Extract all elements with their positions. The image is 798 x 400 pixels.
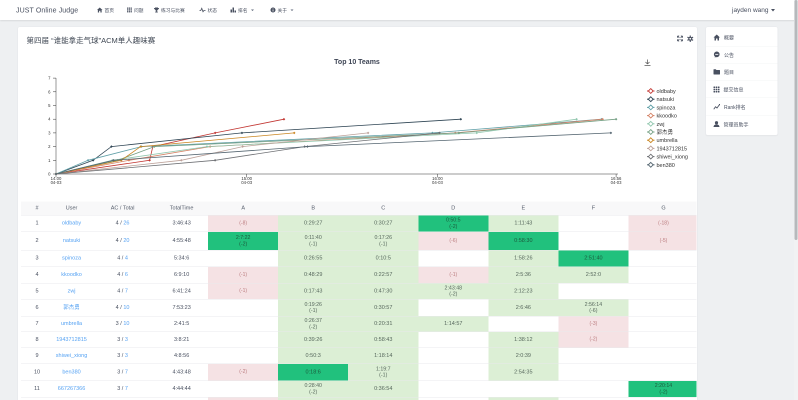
svg-text:6: 6	[48, 89, 51, 94]
svg-text:zwj: zwj	[657, 122, 665, 128]
svg-text:16:00: 16:00	[432, 176, 443, 181]
svg-text:spinoza: spinoza	[657, 105, 677, 111]
svg-text:7: 7	[48, 76, 51, 81]
svg-text:14:00: 14:00	[51, 176, 62, 181]
svg-text:shiwei_xiong: shiwei_xiong	[657, 155, 689, 161]
svg-text:郭杰勇: 郭杰勇	[657, 128, 674, 136]
svg-text:15:00: 15:00	[241, 176, 252, 181]
svg-text:ben380: ben380	[657, 163, 675, 169]
svg-text:1: 1	[48, 158, 51, 163]
svg-text:04-03: 04-03	[241, 180, 253, 185]
svg-text:16:56: 16:56	[611, 176, 622, 181]
svg-text:0: 0	[48, 172, 51, 177]
svg-text:04-03: 04-03	[432, 180, 444, 185]
svg-text:04-03: 04-03	[611, 180, 623, 185]
svg-text:2: 2	[48, 144, 51, 149]
svg-text:oldbaby: oldbaby	[657, 89, 677, 95]
svg-text:3: 3	[48, 130, 51, 135]
svg-text:04-03: 04-03	[51, 180, 63, 185]
svg-text:natsuki: natsuki	[657, 97, 674, 103]
svg-text:Top 10 Teams: Top 10 Teams	[334, 59, 380, 66]
svg-text:5: 5	[48, 103, 51, 108]
svg-text:umbrella: umbrella	[657, 138, 679, 144]
svg-text:4: 4	[48, 117, 51, 122]
svg-text:kkoodko: kkoodko	[657, 114, 678, 120]
svg-text:1943712815: 1943712815	[657, 146, 688, 152]
